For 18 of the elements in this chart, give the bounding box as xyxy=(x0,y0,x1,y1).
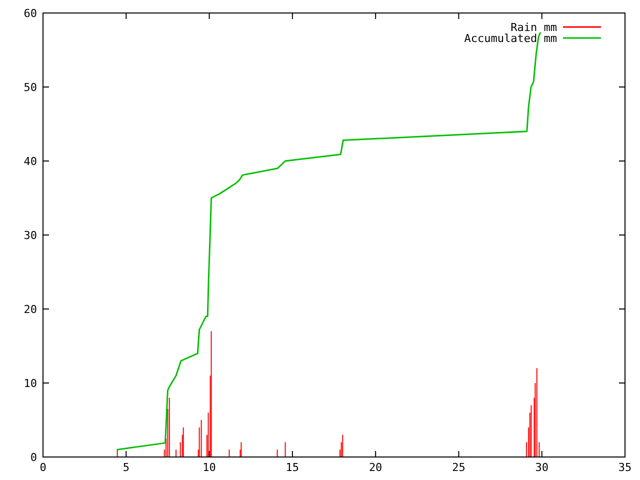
y-tick-label: 10 xyxy=(24,377,37,390)
x-tick-label: 20 xyxy=(368,461,382,474)
x-tick-label: 5 xyxy=(122,461,130,474)
y-tick-label: 0 xyxy=(30,451,37,464)
x-tick-label: 35 xyxy=(618,461,632,474)
legend-label: Accumulated mm xyxy=(464,32,558,45)
y-tick-label: 50 xyxy=(24,81,37,94)
x-tick-label: 0 xyxy=(40,461,46,474)
y-tick-label: 30 xyxy=(24,229,37,242)
x-tick-label: 10 xyxy=(202,461,216,474)
y-tick-label: 20 xyxy=(24,303,37,316)
x-tick-label: 30 xyxy=(535,461,548,474)
y-tick-label: 60 xyxy=(24,7,37,20)
legend-label: Rain mm xyxy=(510,21,558,34)
line-series xyxy=(116,32,541,450)
x-tick-label: 15 xyxy=(286,461,300,474)
y-tick-label: 40 xyxy=(24,155,37,168)
x-tick-label: 25 xyxy=(452,461,466,474)
